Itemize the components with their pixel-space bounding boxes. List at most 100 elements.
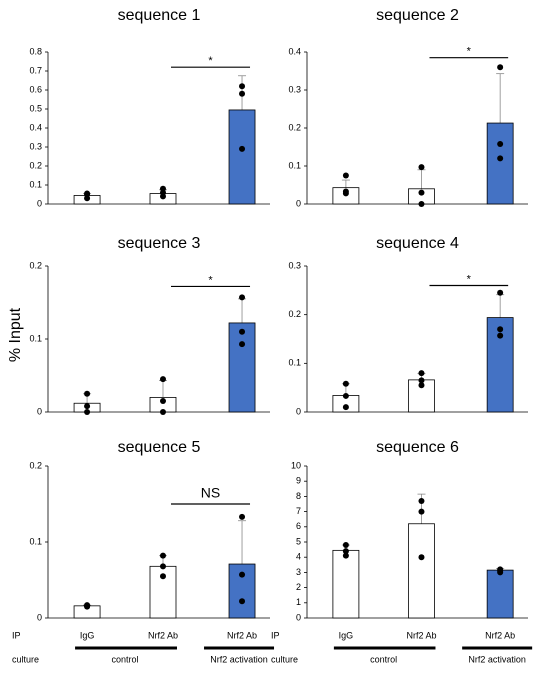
data-point [159, 398, 166, 405]
y-tick-label: 2 [296, 582, 301, 592]
y-tick-label: 0.2 [29, 460, 42, 470]
data-point [239, 294, 246, 301]
y-tick-label: 0 [296, 198, 301, 208]
data-point [418, 189, 425, 196]
y-tick-label: 0 [296, 406, 301, 416]
data-point [342, 188, 349, 195]
x-tick-label: Nrf2 Ab [406, 630, 436, 640]
significance-label: * [467, 46, 472, 58]
data-point [84, 190, 91, 197]
bar [228, 322, 256, 413]
panel-title: sequence 5 [118, 439, 201, 456]
y-tick-label: 0.1 [29, 333, 42, 343]
significance-label: NS [201, 485, 220, 501]
data-point [418, 201, 425, 207]
x-tick-label: Nrf2 Ab [485, 630, 515, 640]
data-point [84, 390, 91, 397]
bar [486, 122, 514, 205]
data-point [497, 140, 504, 147]
data-point [497, 155, 504, 162]
x-tick-label: Nrf2 Ab [227, 630, 257, 640]
data-point [159, 573, 166, 580]
group-label: control [370, 654, 397, 664]
data-point [418, 554, 425, 561]
y-tick-label: 3 [296, 567, 301, 577]
panel-title: sequence 3 [118, 235, 201, 252]
y-tick-label: 0 [37, 198, 42, 208]
x-tick-label: IgG [80, 630, 95, 640]
ip-label: IP [271, 630, 280, 640]
group-label: Nrf2 activation [468, 654, 526, 664]
y-tick-label: 0.8 [29, 46, 42, 56]
y-tick-label: 10 [291, 460, 301, 470]
y-tick-label: 0 [37, 612, 42, 622]
data-point [159, 552, 166, 559]
y-tick-label: 7 [296, 506, 301, 516]
y-tick-label: 0.1 [29, 536, 42, 546]
data-point [497, 326, 504, 333]
data-point [342, 542, 349, 549]
y-tick-label: 9 [296, 476, 301, 486]
data-point [418, 508, 425, 515]
panel-title: sequence 4 [376, 235, 459, 252]
x-tick-label: Nrf2 Ab [148, 630, 178, 640]
data-point [239, 90, 246, 97]
y-tick-label: 0.2 [288, 309, 301, 319]
y-tick-label: 0.1 [288, 160, 301, 170]
data-point [239, 145, 246, 152]
data-point [84, 602, 91, 609]
significance-label: * [208, 55, 213, 67]
y-tick-label: 0 [37, 406, 42, 416]
data-point [84, 409, 91, 415]
data-point [239, 513, 246, 520]
significance-label: * [208, 274, 213, 286]
panel-title: sequence 2 [376, 7, 459, 24]
y-tick-label: 1 [296, 597, 301, 607]
data-point [84, 403, 91, 410]
data-point [497, 64, 504, 71]
y-tick-label: 0.1 [288, 358, 301, 368]
data-point [418, 164, 425, 171]
y-tick-label: 0.7 [29, 65, 42, 75]
group-label: Nrf2 activation [210, 654, 268, 664]
data-point [239, 328, 246, 335]
y-tick-label: 5 [296, 536, 301, 546]
y-tick-label: 0.4 [29, 122, 42, 132]
data-point [342, 552, 349, 559]
data-point [342, 172, 349, 179]
data-point [497, 332, 504, 339]
data-point [418, 497, 425, 504]
y-tick-label: 0.5 [29, 103, 42, 113]
y-tick-label: 0.2 [29, 260, 42, 270]
data-point [239, 83, 246, 90]
bar [332, 549, 360, 619]
culture-label: culture [271, 654, 298, 664]
data-point [239, 598, 246, 605]
bar [486, 569, 514, 619]
data-point [342, 392, 349, 399]
group-label: control [112, 654, 139, 664]
bar [408, 523, 435, 619]
y-tick-label: 0.6 [29, 84, 42, 94]
y-tick-label: 0.1 [29, 179, 42, 189]
y-tick-label: 0.4 [288, 46, 301, 56]
x-tick-label: IgG [339, 630, 354, 640]
y-tick-label: 0.2 [29, 160, 42, 170]
data-point [497, 289, 504, 296]
data-point [159, 185, 166, 192]
data-point [239, 341, 246, 348]
data-point [497, 566, 504, 573]
data-point [159, 563, 166, 570]
y-tick-label: 0.3 [29, 141, 42, 151]
data-point [159, 376, 166, 383]
panel-title: sequence 1 [118, 7, 201, 24]
data-point [342, 380, 349, 387]
data-point [418, 382, 425, 389]
y-tick-label: 0.3 [288, 84, 301, 94]
y-tick-label: 6 [296, 521, 301, 531]
y-axis-label: % Input [7, 307, 24, 362]
panel-title: sequence 6 [376, 439, 459, 456]
y-tick-label: 0 [296, 612, 301, 622]
data-point [239, 571, 246, 578]
